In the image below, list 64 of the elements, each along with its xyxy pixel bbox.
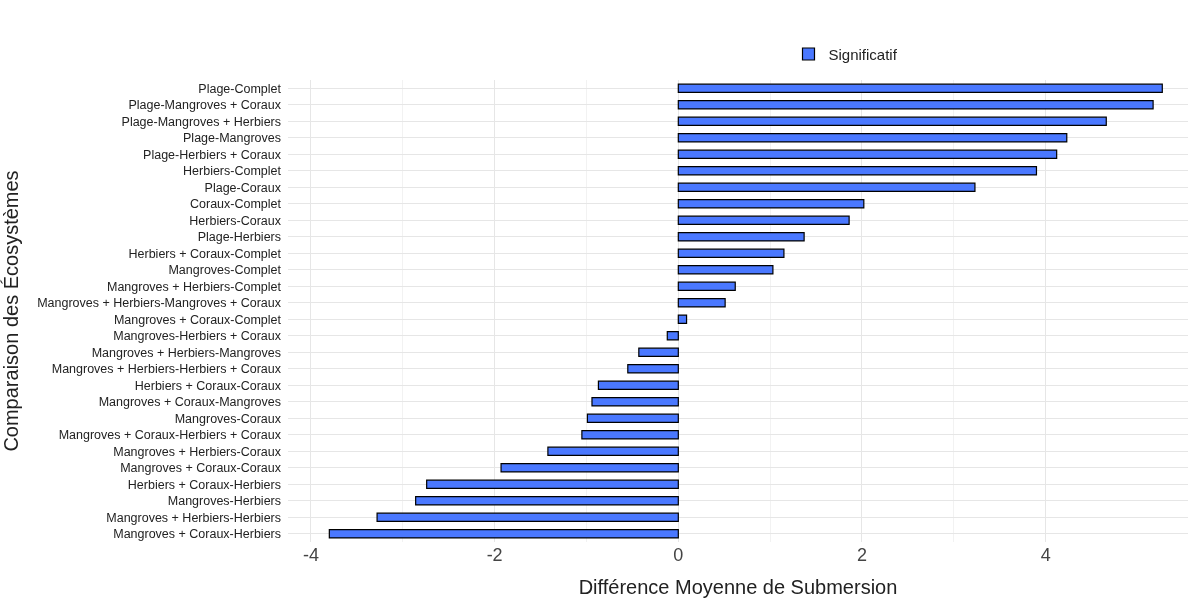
bar	[597, 380, 679, 390]
bar	[677, 265, 774, 275]
bar	[586, 413, 679, 423]
y-tick-label: Mangroves + Herbiers-Mangroves	[91, 345, 281, 360]
bar	[415, 496, 679, 506]
y-tick-label: Mangroves + Coraux-Mangroves	[98, 395, 281, 410]
x-tick-label: 0	[673, 545, 684, 565]
bar	[581, 430, 679, 440]
y-tick-label: Mangroves + Coraux-Herbiers	[113, 527, 281, 542]
y-tick-label: Plage-Mangroves	[183, 131, 281, 146]
y-tick-label: Plage-Herbiers + Coraux	[143, 147, 282, 162]
x-tick-label: 2	[856, 545, 867, 565]
y-tick-label: Plage-Mangroves + Coraux	[128, 98, 282, 113]
y-tick-label: Herbiers-Coraux	[189, 213, 282, 228]
y-tick-label: Mangroves + Herbiers-Mangroves + Coraux	[37, 296, 282, 311]
bar	[677, 215, 850, 225]
y-tick-label: Mangroves + Herbiers-Coraux	[113, 444, 282, 459]
y-tick-label: Herbiers + Coraux-Herbiers	[127, 477, 281, 492]
bar	[677, 166, 1038, 176]
y-tick-label: Mangroves + Coraux-Complet	[113, 312, 282, 327]
y-tick-label: Mangroves + Herbiers-Herbiers	[106, 510, 281, 525]
y-tick-label: Mangroves + Herbiers-Complet	[106, 279, 282, 294]
legend-label: Significatif	[828, 45, 898, 63]
bar	[677, 182, 976, 192]
x-tick-label: 4	[1040, 545, 1051, 565]
y-tick-label: Mangroves + Coraux-Coraux	[120, 461, 282, 476]
bar	[627, 364, 679, 374]
y-tick-label: Plage-Complet	[198, 81, 282, 96]
bar	[677, 298, 726, 308]
y-tick-label: Mangroves + Herbiers-Herbiers + Coraux	[51, 362, 282, 377]
y-tick-label: Mangroves-Herbiers + Coraux	[113, 329, 282, 344]
bar	[666, 331, 679, 341]
y-axis-title: Comparaison des Écosystèmes	[0, 170, 22, 452]
bar	[677, 83, 1163, 93]
x-tick-label: -4	[302, 545, 319, 565]
y-tick-label: Mangroves-Herbiers	[167, 494, 281, 509]
bar	[677, 314, 688, 324]
bar	[677, 199, 865, 209]
x-tick-label: -2	[486, 545, 503, 565]
y-tick-label: Herbiers + Coraux-Coraux	[134, 378, 282, 393]
y-tick-label: Herbiers + Coraux-Complet	[128, 246, 282, 261]
bar	[677, 232, 805, 242]
bar	[426, 479, 679, 489]
y-tick-label: Plage-Herbiers	[197, 230, 281, 245]
bar	[547, 446, 679, 456]
bar	[677, 248, 785, 258]
bar	[677, 149, 1058, 159]
bar	[677, 100, 1154, 110]
x-axis-title: Différence Moyenne de Submersion	[578, 575, 898, 598]
bar	[328, 529, 679, 539]
y-tick-label: Plage-Coraux	[204, 180, 282, 195]
y-tick-label: Plage-Mangroves + Herbiers	[121, 114, 281, 129]
y-tick-label: Herbiers-Complet	[183, 164, 282, 179]
bar	[500, 463, 679, 473]
bar	[677, 116, 1107, 126]
y-tick-label: Mangroves + Coraux-Herbiers + Coraux	[58, 428, 282, 443]
bar	[376, 512, 679, 522]
bar	[591, 397, 679, 407]
y-tick-label: Mangroves-Complet	[168, 263, 282, 278]
bar	[638, 347, 679, 357]
bar	[677, 281, 736, 291]
bar	[677, 133, 1068, 143]
y-tick-label: Coraux-Complet	[189, 197, 282, 212]
y-tick-label: Mangroves-Coraux	[174, 411, 282, 426]
